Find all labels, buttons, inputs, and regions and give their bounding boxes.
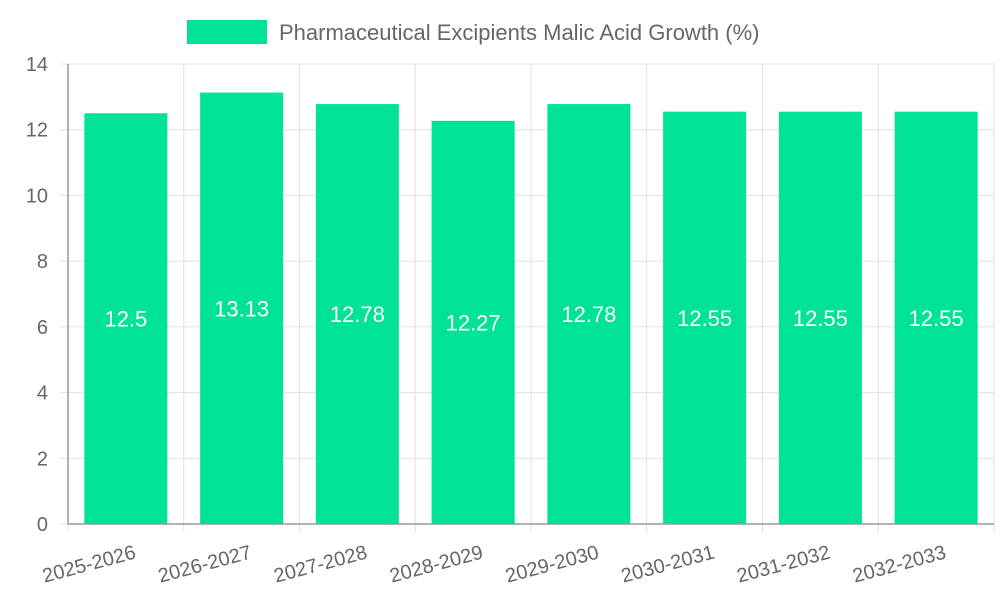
y-tick-label: 2 xyxy=(37,448,48,470)
bar xyxy=(663,111,747,525)
y-axis-ticks: 0 2 4 6 8 10 12 14 xyxy=(26,54,48,536)
legend-label: Pharmaceutical Excipients Malic Acid Gro… xyxy=(279,20,760,45)
x-tick-label: 2029-2030 xyxy=(503,542,601,588)
bars xyxy=(84,92,978,525)
x-tick-label: 2027-2028 xyxy=(272,542,370,588)
data-label: 12.78 xyxy=(561,302,616,327)
y-tick-label: 14 xyxy=(26,54,48,76)
y-tick-label: 4 xyxy=(37,383,48,405)
x-tick-label: 2032-2033 xyxy=(850,542,948,588)
y-tick-label: 8 xyxy=(37,251,48,273)
y-tick-label: 10 xyxy=(26,185,48,207)
legend: Pharmaceutical Excipients Malic Acid Gro… xyxy=(187,20,760,45)
bar xyxy=(200,92,284,524)
bar xyxy=(778,111,862,525)
data-label: 12.55 xyxy=(909,306,964,331)
bar xyxy=(315,104,399,524)
bar xyxy=(547,104,631,524)
x-tick-label: 2025-2026 xyxy=(40,542,138,588)
data-label: 12.55 xyxy=(793,306,848,331)
x-tick-label: 2028-2029 xyxy=(387,542,485,588)
data-label: 12.55 xyxy=(677,306,732,331)
y-tick-label: 12 xyxy=(26,120,48,142)
y-tick-label: 6 xyxy=(37,317,48,339)
y-tick-label: 0 xyxy=(37,514,48,536)
data-label: 12.78 xyxy=(330,302,385,327)
data-label: 12.27 xyxy=(446,310,501,335)
bar xyxy=(431,120,515,524)
bar xyxy=(894,111,978,525)
data-labels: 12.5 13.13 12.78 12.27 12.78 12.55 12.55 12.55 xyxy=(104,296,963,335)
x-axis-ticks: 2025-2026 2026-2027 2027-2028 2028-2029 2029… xyxy=(40,542,948,588)
x-tick-label: 2026-2027 xyxy=(156,542,254,588)
data-label: 12.5 xyxy=(104,307,147,332)
legend-swatch xyxy=(187,20,267,44)
data-label: 13.13 xyxy=(214,296,269,321)
x-tick-label: 2031-2032 xyxy=(735,542,833,588)
x-tick-label: 2030-2031 xyxy=(619,542,717,588)
bar xyxy=(84,113,168,525)
